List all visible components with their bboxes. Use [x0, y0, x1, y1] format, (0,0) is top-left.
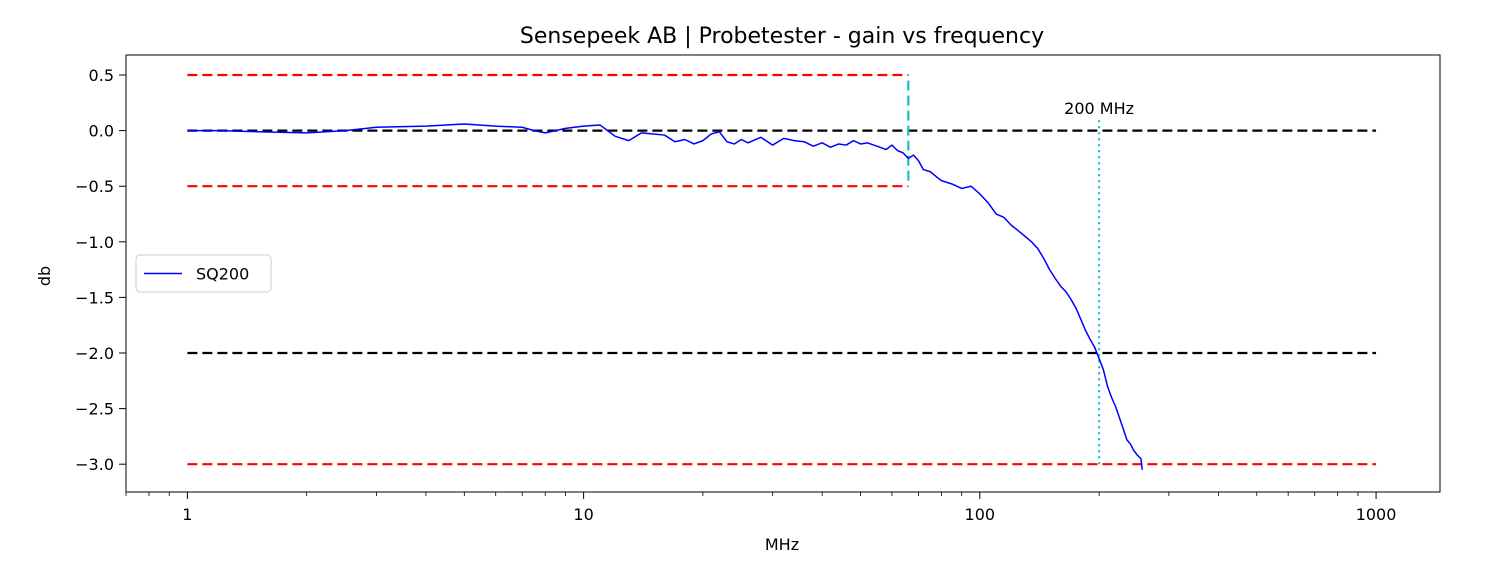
- x-tick-label: 100: [965, 505, 996, 524]
- y-tick-label: −0.5: [75, 177, 114, 196]
- legend-label-0: SQ200: [196, 265, 249, 284]
- annotation-label-0: 200 MHz: [1064, 99, 1134, 118]
- x-tick-label: 10: [573, 505, 593, 524]
- x-tick-label: 1000: [1356, 505, 1397, 524]
- legend: SQ200: [135, 254, 272, 293]
- y-tick-label: 0.0: [89, 122, 114, 141]
- y-tick-label: 0.5: [89, 66, 114, 85]
- y-tick-label: −3.0: [75, 455, 114, 474]
- y-tick-label: −1.5: [75, 288, 114, 307]
- x-axis-label: MHz: [765, 535, 799, 554]
- axes: 1 10 100 1000 0.5 0.0 −0.5 −1.0 −1.5 −2.0 −2.5 −3.0: [75, 54, 1441, 524]
- y-tick-label: −2.5: [75, 400, 114, 419]
- y-tick-label: −1.0: [75, 233, 114, 252]
- y-axis-label: db: [35, 266, 54, 286]
- y-tick-label: −2.0: [75, 344, 114, 363]
- chart-title: Sensepeek AB | Probetester - gain vs fre…: [520, 24, 1044, 49]
- x-tick-label: 1: [182, 505, 192, 524]
- legend-box: [135, 254, 272, 293]
- plot-content: 200 MHz: [187, 73, 1377, 470]
- series-line-0: [187, 123, 1144, 470]
- axes-frame: [125, 54, 1441, 493]
